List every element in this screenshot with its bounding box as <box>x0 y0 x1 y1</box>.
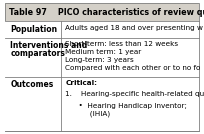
Text: Long-term: 3 years: Long-term: 3 years <box>65 57 134 63</box>
Text: comparators: comparators <box>10 49 65 58</box>
Text: •  Hearing Handicap Inventor;: • Hearing Handicap Inventor; <box>73 103 186 109</box>
Text: Critical:: Critical: <box>65 80 97 86</box>
Text: (IHIA): (IHIA) <box>73 110 110 117</box>
Text: Population: Population <box>10 25 57 34</box>
Text: Outcomes: Outcomes <box>10 80 53 89</box>
Text: Medium term: 1 year: Medium term: 1 year <box>65 49 142 55</box>
Text: Compared with each other or to no fo: Compared with each other or to no fo <box>65 65 201 71</box>
Text: Short-term: less than 12 weeks: Short-term: less than 12 weeks <box>65 41 178 47</box>
Bar <box>5 21 199 38</box>
Bar <box>5 3 199 21</box>
Text: Table 97    PICO characteristics of review question 2: Table 97 PICO characteristics of review … <box>9 8 204 16</box>
Text: 1.    Hearing-specific health-related qu: 1. Hearing-specific health-related qu <box>65 91 204 97</box>
Text: Interventions and: Interventions and <box>10 41 88 50</box>
Text: Adults aged 18 and over presenting w: Adults aged 18 and over presenting w <box>65 25 203 31</box>
Bar <box>5 77 199 131</box>
Bar <box>5 38 199 77</box>
